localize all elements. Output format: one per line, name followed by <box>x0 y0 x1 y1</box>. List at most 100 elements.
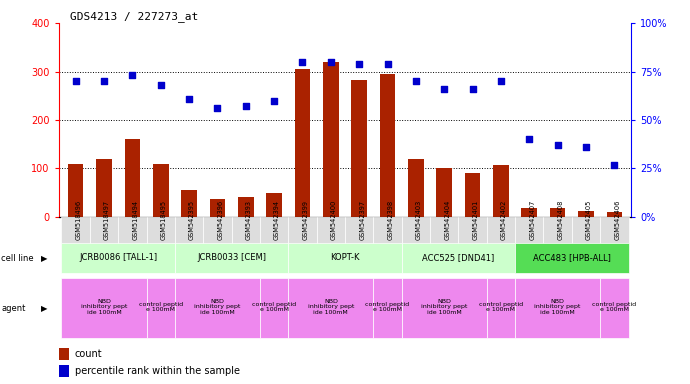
Text: GSM542401: GSM542401 <box>473 200 479 240</box>
Text: GSM542396: GSM542396 <box>217 200 224 240</box>
Bar <box>260 278 288 338</box>
Text: GSM542398: GSM542398 <box>388 200 393 240</box>
Text: count: count <box>75 349 102 359</box>
Bar <box>402 217 430 273</box>
Bar <box>146 278 175 338</box>
Point <box>155 82 166 88</box>
Text: GSM518495: GSM518495 <box>161 200 167 240</box>
Bar <box>544 217 572 273</box>
Bar <box>515 217 544 273</box>
Bar <box>153 164 168 217</box>
Bar <box>181 190 197 217</box>
Point <box>439 86 450 92</box>
Bar <box>437 169 452 217</box>
Text: KOPT-K: KOPT-K <box>331 253 359 262</box>
Bar <box>486 278 515 338</box>
Text: GSM542404: GSM542404 <box>444 200 451 240</box>
Point <box>297 59 308 65</box>
Text: GSM542393: GSM542393 <box>246 200 252 240</box>
Text: GSM542405: GSM542405 <box>586 200 592 240</box>
Point <box>268 98 279 104</box>
Text: GSM542406: GSM542406 <box>614 200 620 240</box>
Point <box>70 78 81 84</box>
Text: agent: agent <box>1 304 26 313</box>
Point <box>240 103 251 109</box>
Bar <box>204 217 232 273</box>
Point <box>495 78 506 84</box>
Bar <box>288 243 402 273</box>
Point <box>524 136 535 142</box>
Bar <box>402 278 486 338</box>
Bar <box>288 217 317 273</box>
Bar <box>607 212 622 217</box>
Bar <box>345 217 373 273</box>
Text: ▶: ▶ <box>41 304 48 313</box>
Text: percentile rank within the sample: percentile rank within the sample <box>75 366 239 376</box>
Text: GSM542402: GSM542402 <box>501 200 507 240</box>
Bar <box>515 243 629 273</box>
Bar <box>373 217 402 273</box>
Bar <box>317 217 345 273</box>
Text: ACC483 [HPB-ALL]: ACC483 [HPB-ALL] <box>533 253 611 262</box>
Bar <box>458 217 486 273</box>
Bar <box>266 193 282 217</box>
Bar <box>68 164 83 217</box>
Text: GSM542395: GSM542395 <box>189 200 195 240</box>
Bar <box>175 278 260 338</box>
Point <box>127 72 138 78</box>
Bar <box>61 217 90 273</box>
Text: GSM542399: GSM542399 <box>302 200 308 240</box>
Point <box>467 86 478 92</box>
Text: GSM518494: GSM518494 <box>132 200 139 240</box>
Bar <box>260 217 288 273</box>
Point <box>552 142 563 148</box>
Point <box>212 105 223 111</box>
Bar <box>408 159 424 217</box>
Text: ▶: ▶ <box>41 254 48 263</box>
Bar <box>486 217 515 273</box>
Bar <box>572 217 600 273</box>
Bar <box>493 165 509 217</box>
Point <box>580 144 591 150</box>
Point <box>411 78 422 84</box>
Text: NBD
inhibitory pept
ide 100mM: NBD inhibitory pept ide 100mM <box>81 299 127 315</box>
Point <box>325 59 336 65</box>
Text: GSM518496: GSM518496 <box>76 200 81 240</box>
Bar <box>59 365 69 377</box>
Text: GSM518497: GSM518497 <box>104 200 110 240</box>
Text: control peptid
e 100mM: control peptid e 100mM <box>479 302 523 312</box>
Text: control peptid
e 100mM: control peptid e 100mM <box>252 302 296 312</box>
Text: ACC525 [DND41]: ACC525 [DND41] <box>422 253 495 262</box>
Text: control peptid
e 100mM: control peptid e 100mM <box>366 302 410 312</box>
Text: control peptid
e 100mM: control peptid e 100mM <box>592 302 636 312</box>
Text: NBD
inhibitory pept
ide 100mM: NBD inhibitory pept ide 100mM <box>308 299 354 315</box>
Bar <box>59 348 69 360</box>
Point <box>609 162 620 168</box>
Bar <box>238 197 253 217</box>
Text: control peptid
e 100mM: control peptid e 100mM <box>139 302 183 312</box>
Bar <box>210 199 225 217</box>
Text: cell line: cell line <box>1 254 34 263</box>
Bar <box>430 217 458 273</box>
Bar <box>288 278 373 338</box>
Bar <box>522 208 537 217</box>
Bar <box>146 217 175 273</box>
Text: GDS4213 / 227273_at: GDS4213 / 227273_at <box>70 11 198 22</box>
Bar <box>600 278 629 338</box>
Text: GSM542408: GSM542408 <box>558 200 564 240</box>
Bar <box>351 80 367 217</box>
Text: JCRB0033 [CEM]: JCRB0033 [CEM] <box>197 253 266 262</box>
Bar <box>175 243 288 273</box>
Point <box>382 61 393 67</box>
Bar <box>380 74 395 217</box>
Bar <box>118 217 146 273</box>
Bar <box>373 278 402 338</box>
Bar <box>402 243 515 273</box>
Bar <box>550 208 565 217</box>
Text: GSM542397: GSM542397 <box>359 200 365 240</box>
Text: GSM542403: GSM542403 <box>416 200 422 240</box>
Text: JCRB0086 [TALL-1]: JCRB0086 [TALL-1] <box>79 253 157 262</box>
Bar <box>295 69 310 217</box>
Text: NBD
inhibitory pept
ide 100mM: NBD inhibitory pept ide 100mM <box>194 299 241 315</box>
Text: GSM542400: GSM542400 <box>331 200 337 240</box>
